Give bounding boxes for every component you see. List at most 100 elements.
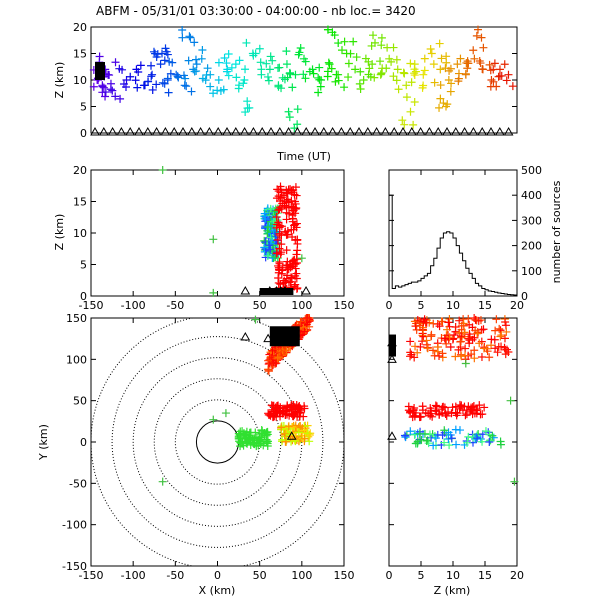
zy-xtick-label: 0 [386, 569, 393, 582]
time-source-mark [241, 65, 250, 74]
xy-source-mark [262, 429, 271, 438]
zy-source-mark [445, 333, 454, 342]
time-source-mark [136, 61, 145, 70]
zy-station-triangle [387, 431, 397, 440]
zy-source-mark [431, 434, 440, 443]
xy-source-mark [262, 438, 271, 447]
zy-source-mark [471, 326, 480, 335]
xy-source-mark [263, 441, 272, 450]
zy-outlier-mark [510, 477, 519, 486]
zy-source-mark [418, 337, 427, 346]
time-source-mark [495, 72, 504, 81]
time-station-triangle [222, 126, 232, 136]
xy-station-triangle [286, 431, 297, 440]
time-station-triangle [195, 126, 206, 136]
time-source-mark [508, 82, 517, 91]
time-source-mark [201, 76, 210, 85]
xy-source-mark [264, 410, 273, 419]
time-source-mark [392, 76, 401, 85]
xy-source-mark [300, 434, 309, 443]
time-source-mark [476, 59, 485, 68]
zy-source-mark [406, 427, 415, 436]
zy-xtick-label: 5 [418, 569, 425, 582]
hist-xtick-label: 0 [386, 299, 393, 312]
time-station-triangle [459, 126, 470, 136]
time-station-triangle [213, 126, 224, 136]
time-source-mark [446, 64, 455, 73]
time-source-mark [251, 49, 260, 58]
time-source-mark [436, 81, 445, 90]
time-source-mark [314, 88, 323, 97]
zy-source-mark [410, 353, 419, 362]
xz-source-mark [266, 204, 275, 213]
time-source-mark [400, 69, 409, 78]
time-source-mark [377, 41, 386, 50]
zy-source-mark [500, 334, 509, 343]
zy-source-mark [454, 345, 463, 354]
time-station-triangle [160, 126, 171, 136]
zy-source-mark [476, 410, 485, 419]
time-source-mark [263, 72, 272, 81]
time-source-mark [410, 71, 419, 80]
xz-station-triangle [301, 285, 311, 295]
xz-source-mark [276, 194, 285, 203]
xy-xtick-label: 100 [291, 569, 312, 582]
time-station-triangle [292, 126, 303, 136]
zy-source-mark [431, 406, 440, 415]
xy-source-mark [293, 412, 302, 421]
zy-source-mark [461, 411, 470, 420]
zy-source-mark [457, 352, 466, 361]
hist-ytick-label: 500 [521, 164, 542, 177]
time-source-mark [158, 78, 167, 87]
zy-source-mark [474, 316, 483, 325]
time-source-mark [284, 107, 293, 116]
zy-source-mark [432, 402, 441, 411]
xy-source-mark [273, 353, 282, 362]
xy-source-mark [264, 356, 273, 365]
xy-station-triangle [263, 333, 273, 343]
time-source-mark [327, 64, 336, 73]
xy-source-mark [269, 409, 278, 418]
xz-source-mark [293, 235, 302, 244]
time-station-triangle [442, 126, 452, 136]
xz-source-mark [272, 213, 281, 222]
time-source-mark [178, 26, 187, 35]
time-source-mark [178, 33, 187, 42]
time-source-mark [447, 79, 456, 88]
time-source-mark [156, 60, 165, 69]
zy-source-mark [500, 343, 509, 352]
time-source-mark [361, 54, 370, 63]
time-source-mark [504, 70, 513, 79]
time-source-mark [426, 44, 435, 53]
time-source-mark [174, 73, 183, 82]
time-source-mark [152, 80, 161, 89]
xy-source-mark [279, 406, 288, 415]
xy-source-mark [236, 431, 245, 440]
zy-source-mark [438, 317, 447, 326]
zy-source-mark [481, 427, 490, 436]
zy-source-mark [428, 412, 437, 421]
xz-source-mark [282, 246, 291, 255]
time-y-label: Z (km) [53, 62, 66, 99]
time-source-mark [101, 92, 110, 101]
xz-xtick-label: 150 [334, 299, 355, 312]
xy-xtick-label: 0 [214, 569, 221, 582]
xz-source-mark [284, 265, 293, 274]
xy-source-mark [284, 422, 293, 431]
zy-source-mark [443, 325, 452, 334]
zy-source-mark [493, 348, 502, 357]
time-source-mark [186, 33, 195, 42]
time-source-mark [400, 120, 409, 129]
xz-source-mark [260, 209, 269, 218]
time-source-mark [394, 85, 403, 94]
zy-source-mark [406, 337, 415, 346]
zy-source-mark [418, 402, 427, 411]
time-source-mark [456, 54, 465, 63]
time-source-mark [99, 83, 108, 92]
time-source-mark [359, 76, 368, 84]
xy-source-mark [268, 346, 277, 355]
time-source-mark [299, 70, 308, 79]
time-source-mark [293, 105, 302, 114]
xz-source-mark [288, 214, 297, 223]
zy-source-mark [457, 321, 466, 330]
